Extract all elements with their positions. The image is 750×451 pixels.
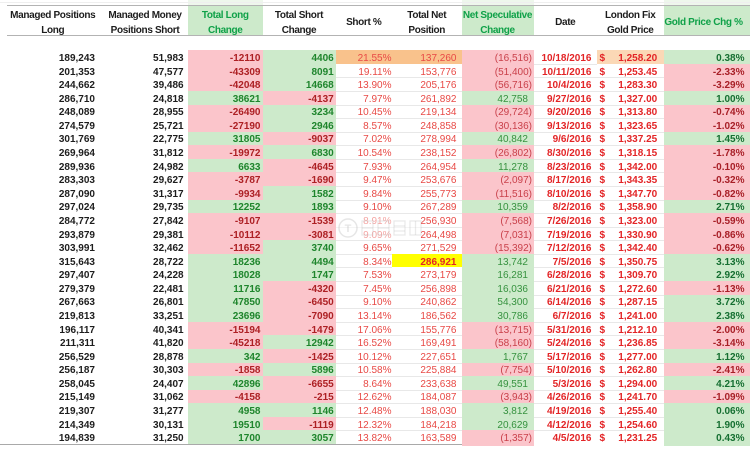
svg-text:T: T (345, 223, 352, 235)
